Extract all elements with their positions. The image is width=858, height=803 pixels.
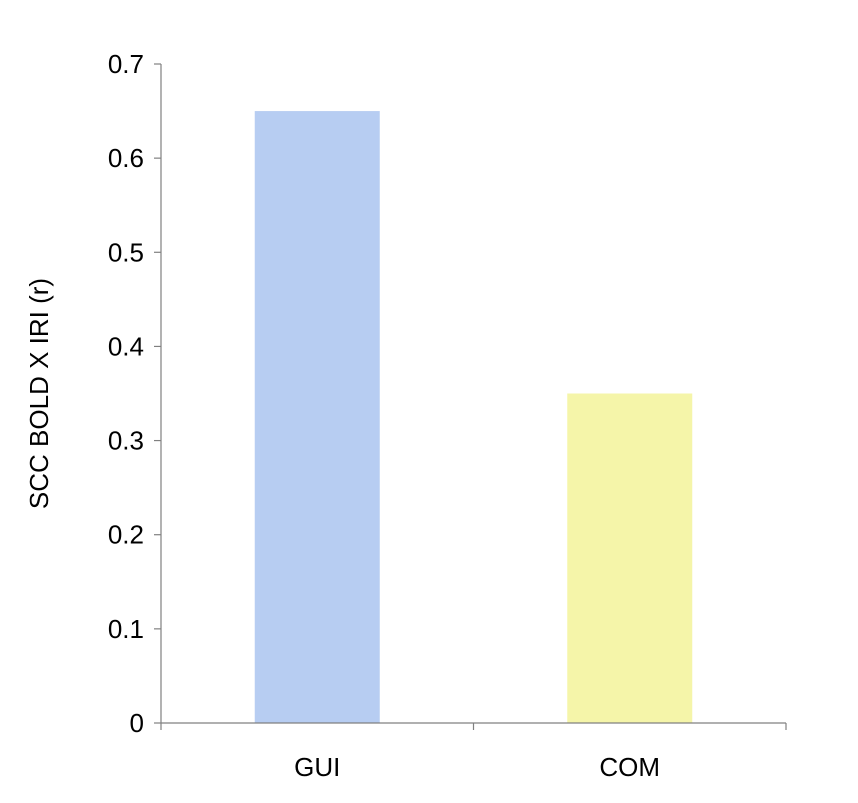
y-tick-label: 0.2 [108,520,144,550]
bar-com [567,393,693,723]
y-tick-label: 0.7 [108,49,144,79]
bar-gui [254,111,380,724]
x-tick-label: COM [599,752,660,782]
y-tick-label: 0.1 [108,614,144,644]
y-axis-title: SCC BOLD X IRI (r) [24,278,54,509]
y-tick-label: 0.3 [108,426,144,456]
bars [254,111,693,724]
y-tick-label: 0.6 [108,143,144,173]
x-axis-ticks: GUI COM [160,723,787,782]
x-tick-label: GUI [294,752,340,782]
y-tick-label: 0 [130,708,144,738]
y-axis-ticks: 0 0.1 0.2 0.3 0.4 0.5 0.6 0.7 [108,49,161,738]
y-tick-label: 0.5 [108,237,144,267]
y-tick-label: 0.4 [108,331,144,361]
